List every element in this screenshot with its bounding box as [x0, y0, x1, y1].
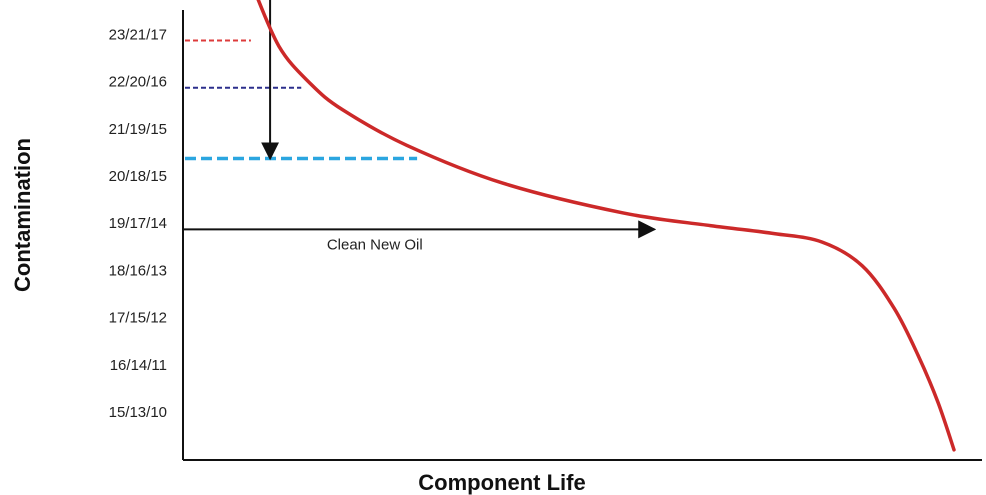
x-axis-title: Component Life	[418, 470, 585, 495]
y-tick-label: 20/18/15	[109, 168, 167, 185]
series	[256, 0, 956, 452]
y-tick-label: 18/16/13	[109, 262, 167, 279]
reference-lines	[185, 39, 418, 161]
y-tick-label: 17/15/12	[109, 310, 167, 327]
y-tick-label: 23/21/17	[109, 26, 167, 43]
y-axis-title: Contamination	[10, 138, 35, 292]
y-tick-label: 21/19/15	[109, 121, 167, 138]
annotation-label: Clean New Oil	[327, 236, 423, 253]
component-life-curve	[256, 0, 956, 452]
y-tick-labels: 15/13/10 16/14/11 17/15/12 18/16/13 19/17/14…	[109, 26, 167, 421]
y-tick-label: 16/14/11	[110, 357, 167, 374]
y-tick-label: 19/17/14	[109, 215, 167, 232]
y-tick-label: 15/13/10	[109, 404, 167, 421]
arrows	[183, 0, 657, 239]
annotations: Clean New Oil	[327, 236, 423, 253]
y-tick-label: 22/20/16	[109, 74, 167, 91]
